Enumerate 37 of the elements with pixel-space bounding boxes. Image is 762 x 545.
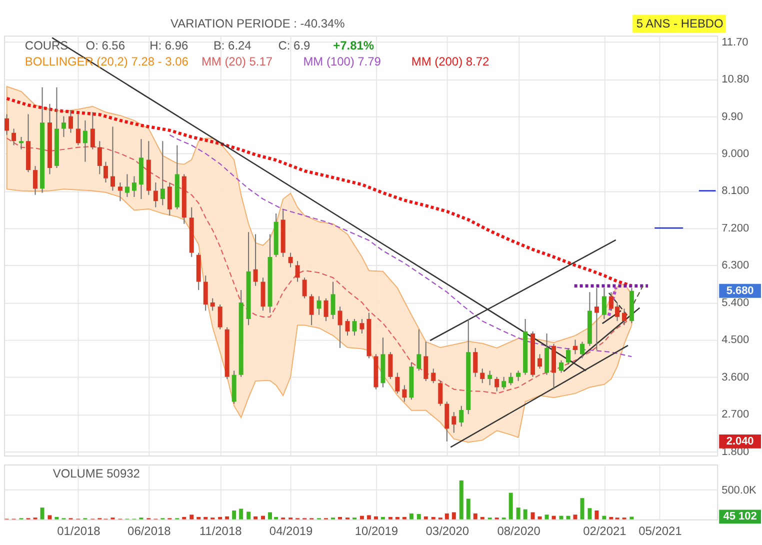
text: VARIATION PERIODE : -40.34%: [170, 16, 346, 31]
annotation: B: 6.24: [213, 38, 252, 53]
text: 5 ANS - HEBDO: [636, 16, 724, 31]
x-tick-label: 02/2021: [583, 524, 627, 538]
x-tick-label: 05/2021: [638, 524, 682, 538]
y-tick-label: 11.70: [722, 36, 748, 48]
text: MM (200) 8.72: [411, 54, 490, 69]
y-tick-label: 3.600: [722, 371, 750, 384]
x-tick-label: 04/2019: [269, 524, 313, 538]
y-tick-label: 9.90: [722, 110, 743, 123]
y-tick-label: 4.500: [722, 334, 750, 346]
x-tick-label: 03/2020: [426, 524, 470, 538]
x-tick-label: 06/2018: [128, 524, 172, 538]
y-tick-label: 2.700: [722, 408, 750, 421]
y-tick-label: 7.200: [722, 222, 750, 234]
x-tick-label: 08/2020: [497, 524, 541, 538]
y-tick-label: 5.400: [722, 296, 750, 309]
y-tick-label: 500.0K: [722, 484, 758, 496]
annotation: BOLLINGER (20,2) 7.28 - 3.06: [24, 54, 189, 69]
x-tick-label: 01/2018: [57, 524, 101, 538]
x-tick-label: 10/2019: [354, 524, 398, 538]
annotation: O: 6.56: [86, 38, 126, 53]
y-tick-label: 8.100: [722, 185, 750, 198]
annotation: C: 6.9: [278, 38, 311, 53]
y-tick-label: 10.80: [722, 74, 750, 86]
y-tick-label: 9.000: [722, 148, 750, 160]
annotation: 45 102: [723, 510, 757, 523]
y-tick-label: 6.300: [722, 260, 750, 272]
annotation: 5.680: [726, 284, 754, 297]
text: MM (20) 5.17: [201, 54, 273, 69]
x-tick-label: 11/2018: [199, 524, 242, 538]
annotation: +7.81%: [333, 38, 374, 53]
annotation: 2.040: [726, 435, 754, 448]
annotation: H: 6.96: [150, 38, 188, 53]
annotation: COURS: [24, 38, 68, 53]
annotation: VOLUME 50932: [52, 466, 140, 480]
text: MM (100) 7.79: [303, 54, 382, 69]
